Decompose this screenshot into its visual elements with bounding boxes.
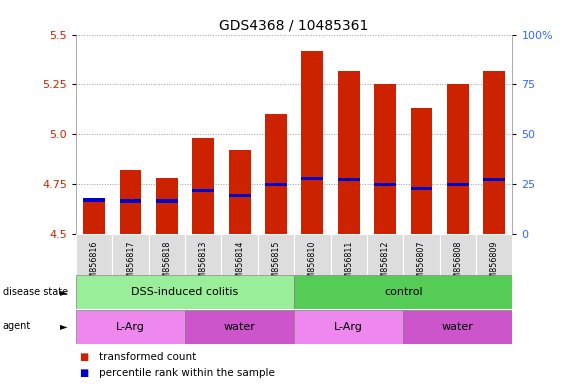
- FancyBboxPatch shape: [258, 234, 294, 275]
- Text: disease state: disease state: [3, 287, 68, 297]
- Bar: [338, 177, 360, 181]
- Text: GSM856810: GSM856810: [308, 240, 317, 289]
- FancyBboxPatch shape: [185, 234, 221, 275]
- Bar: [156, 200, 178, 203]
- Text: transformed count: transformed count: [99, 352, 196, 362]
- Bar: [483, 71, 505, 234]
- FancyBboxPatch shape: [403, 234, 440, 275]
- Bar: [120, 170, 141, 234]
- FancyBboxPatch shape: [476, 234, 512, 275]
- Bar: [265, 114, 287, 234]
- FancyBboxPatch shape: [76, 234, 113, 275]
- Bar: [193, 138, 214, 234]
- Bar: [83, 199, 105, 202]
- Bar: [374, 182, 396, 186]
- Text: ►: ►: [60, 321, 68, 331]
- Bar: [301, 177, 323, 180]
- Text: GSM856809: GSM856809: [490, 240, 499, 289]
- FancyBboxPatch shape: [294, 275, 512, 309]
- FancyBboxPatch shape: [367, 234, 403, 275]
- Bar: [338, 71, 360, 234]
- FancyBboxPatch shape: [185, 310, 294, 344]
- Text: GSM856812: GSM856812: [381, 240, 390, 289]
- Bar: [120, 200, 141, 203]
- Text: L-Arg: L-Arg: [334, 322, 363, 332]
- FancyBboxPatch shape: [76, 275, 294, 309]
- Bar: [483, 177, 505, 181]
- Text: GSM856813: GSM856813: [199, 240, 208, 289]
- Bar: [193, 189, 214, 192]
- Text: ■: ■: [79, 368, 88, 378]
- Text: GSM856815: GSM856815: [271, 240, 280, 289]
- Bar: [447, 182, 468, 186]
- Bar: [410, 108, 432, 234]
- Text: DSS-induced colitis: DSS-induced colitis: [132, 287, 239, 297]
- Bar: [229, 151, 251, 234]
- Text: L-Arg: L-Arg: [116, 322, 145, 332]
- Bar: [83, 200, 105, 234]
- Bar: [265, 182, 287, 186]
- Bar: [410, 187, 432, 190]
- Text: agent: agent: [3, 321, 31, 331]
- FancyBboxPatch shape: [330, 234, 367, 275]
- Text: GSM856808: GSM856808: [453, 240, 462, 289]
- Text: GSM856818: GSM856818: [162, 240, 171, 289]
- Text: GSM856816: GSM856816: [90, 240, 99, 289]
- Text: GSM856814: GSM856814: [235, 240, 244, 289]
- FancyBboxPatch shape: [294, 310, 403, 344]
- FancyBboxPatch shape: [294, 234, 330, 275]
- Text: water: water: [224, 322, 256, 332]
- Bar: [447, 84, 468, 234]
- FancyBboxPatch shape: [221, 234, 258, 275]
- Text: GSM856811: GSM856811: [344, 240, 353, 289]
- Bar: [374, 84, 396, 234]
- Bar: [229, 194, 251, 197]
- Text: GSM856817: GSM856817: [126, 240, 135, 289]
- FancyBboxPatch shape: [149, 234, 185, 275]
- Text: ►: ►: [60, 287, 68, 297]
- Bar: [301, 51, 323, 234]
- FancyBboxPatch shape: [403, 310, 512, 344]
- FancyBboxPatch shape: [76, 310, 185, 344]
- Text: ■: ■: [79, 352, 88, 362]
- FancyBboxPatch shape: [113, 234, 149, 275]
- FancyBboxPatch shape: [440, 234, 476, 275]
- Text: percentile rank within the sample: percentile rank within the sample: [99, 368, 274, 378]
- Bar: [156, 178, 178, 234]
- Title: GDS4368 / 10485361: GDS4368 / 10485361: [220, 18, 369, 32]
- Text: control: control: [384, 287, 423, 297]
- Text: water: water: [442, 322, 473, 332]
- Text: GSM856807: GSM856807: [417, 240, 426, 289]
